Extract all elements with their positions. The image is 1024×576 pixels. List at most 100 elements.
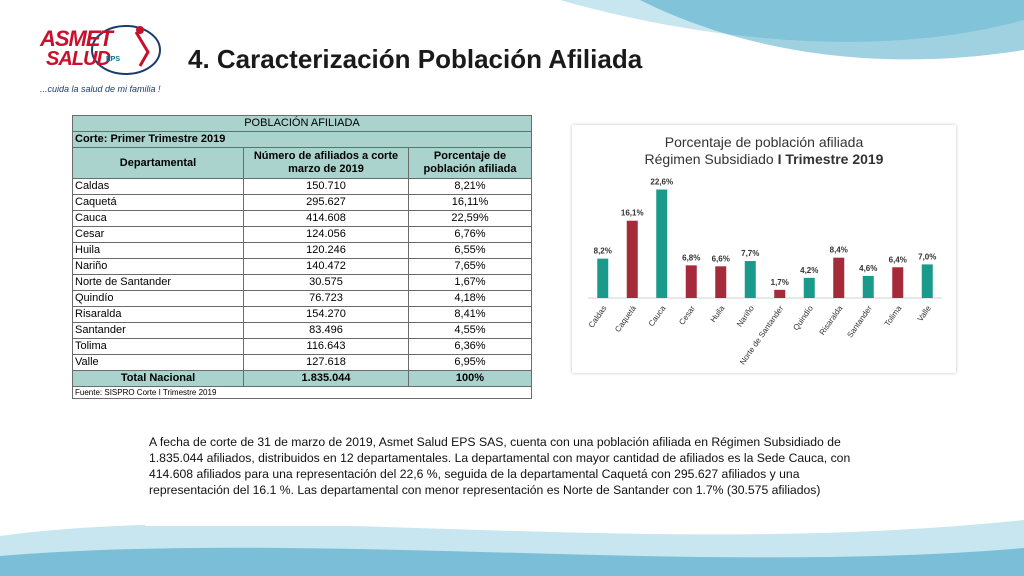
table-subtitle: Corte: Primer Trimestre 2019 — [72, 131, 532, 148]
asmet-salud-logo: ASMET SALUD EPS ...cuida la salud de mi … — [36, 22, 172, 102]
table-row: Huila 120.246 6,55% — [72, 242, 532, 259]
affiliates-cell: 120.246 — [243, 242, 409, 259]
data-label-5: 7,7% — [741, 249, 759, 258]
bar-5 — [744, 261, 756, 298]
affiliates-cell: 414.608 — [243, 210, 409, 227]
table-total-row: Total Nacional 1.835.044 100% — [72, 370, 532, 387]
table-body: Caldas 150.710 8,21% Caquetá 295.627 16,11% Ca… — [72, 178, 532, 371]
table-row: Nariño 140.472 7,65% — [72, 258, 532, 275]
logo-tagline: ...cuida la salud de mi familia ! — [40, 84, 161, 94]
table-row: Santander 83.496 4,55% — [72, 322, 532, 339]
table-row: Quindío 76.723 4,18% — [72, 290, 532, 307]
logo-line1: ASMET — [40, 26, 113, 51]
table-row: Norte de Santander 30.575 1,67% — [72, 274, 532, 291]
chart-title-prefix: Régimen Subsidiado — [644, 151, 778, 167]
bar-1 — [626, 220, 638, 298]
department-cell: Nariño — [72, 258, 244, 275]
table-row: Cauca 414.608 22,59% — [72, 210, 532, 227]
affiliated-population-table: POBLACIÓN AFILIADA Corte: Primer Trimest… — [72, 115, 532, 399]
chart-title-line1: Porcentaje de población afiliada — [664, 134, 864, 150]
category-label-5: Nariño — [735, 304, 756, 329]
summary-text: A fecha de corte de 31 de marzo de 2019,… — [149, 435, 851, 497]
table-title: POBLACIÓN AFILIADA — [72, 115, 532, 132]
data-label-4: 6,6% — [712, 254, 730, 263]
percent-cell: 16,11% — [408, 194, 532, 211]
data-label-0: 8,2% — [594, 247, 612, 256]
affiliates-cell: 30.575 — [243, 274, 409, 291]
data-label-2: 22,6% — [650, 178, 673, 187]
affiliates-cell: 116.643 — [243, 338, 409, 355]
bar-8 — [833, 257, 845, 298]
percent-cell: 6,76% — [408, 226, 532, 243]
percent-cell: 6,95% — [408, 354, 532, 371]
percent-cell: 8,41% — [408, 306, 532, 323]
percent-cell: 6,55% — [408, 242, 532, 259]
bar-9 — [862, 275, 874, 298]
category-label-3: Cesar — [677, 304, 697, 327]
department-cell: Quindío — [72, 290, 244, 307]
affiliates-cell: 154.270 — [243, 306, 409, 323]
data-label-6: 1,7% — [771, 278, 789, 287]
header-porcentaje: Porcentaje de población afiliada — [408, 147, 532, 179]
header-departamental: Departamental — [72, 147, 244, 179]
affiliates-cell: 127.618 — [243, 354, 409, 371]
category-label-7: Quindío — [791, 304, 815, 333]
chart-title-bold: I Trimestre 2019 — [777, 151, 884, 167]
affiliates-cell: 140.472 — [243, 258, 409, 275]
affiliates-cell: 83.496 — [243, 322, 409, 339]
data-label-10: 6,4% — [889, 255, 907, 264]
percent-cell: 1,67% — [408, 274, 532, 291]
affiliates-cell: 295.627 — [243, 194, 409, 211]
bar-2 — [656, 189, 668, 298]
affiliates-cell: 76.723 — [243, 290, 409, 307]
category-label-11: Valle — [916, 304, 934, 324]
percent-cell: 7,65% — [408, 258, 532, 275]
bar-11 — [921, 264, 933, 298]
category-label-4: Huila — [709, 304, 727, 325]
table-row: Tolima 116.643 6,36% — [72, 338, 532, 355]
category-label-1: Caquetá — [613, 304, 638, 334]
affiliates-cell: 124.056 — [243, 226, 409, 243]
category-label-8: Risaralda — [818, 304, 845, 337]
category-label-2: Cauca — [647, 304, 668, 329]
department-cell: Huila — [72, 242, 244, 259]
percent-cell: 4,55% — [408, 322, 532, 339]
percent-cell: 4,18% — [408, 290, 532, 307]
table-source-row: Fuente: SISPRO Corte I Trimestre 2019 — [72, 386, 532, 399]
department-cell: Cauca — [72, 210, 244, 227]
summary-box: A fecha de corte de 31 de marzo de 2019,… — [145, 420, 857, 526]
department-cell: Risaralda — [72, 306, 244, 323]
bar-7 — [803, 277, 815, 298]
logo-line2: SALUD — [46, 48, 111, 70]
bar-10 — [892, 267, 904, 298]
affiliates-cell: 150.710 — [243, 178, 409, 195]
percent-cell: 6,36% — [408, 338, 532, 355]
table-row: Caldas 150.710 8,21% — [72, 178, 532, 195]
department-cell: Tolima — [72, 338, 244, 355]
department-cell: Santander — [72, 322, 244, 339]
department-cell: Cesar — [72, 226, 244, 243]
logo-eps: EPS — [106, 56, 121, 63]
table-source: Fuente: SISPRO Corte I Trimestre 2019 — [72, 386, 532, 399]
total-percent: 100% — [408, 370, 532, 387]
data-label-7: 4,2% — [800, 266, 818, 275]
table-row: Cesar 124.056 6,76% — [72, 226, 532, 243]
page-title: 4. Caracterización Población Afiliada — [188, 44, 643, 74]
bar-6 — [774, 289, 786, 298]
category-label-9: Santander — [845, 304, 874, 340]
department-cell: Caquetá — [72, 194, 244, 211]
bar-0 — [597, 258, 609, 298]
chart-title-line2: Régimen Subsidiado I Trimestre 2019 — [572, 151, 956, 167]
table-row: Valle 127.618 6,95% — [72, 354, 532, 371]
data-label-9: 4,6% — [859, 264, 877, 273]
affiliated-population-chart: Porcentaje de población afiliada Régimen… — [572, 125, 956, 373]
bar-3 — [685, 265, 697, 298]
data-label-1: 16,1% — [621, 209, 644, 218]
data-label-3: 6,8% — [682, 253, 700, 262]
chart-plot: 8,2% Caldas 16,1% Caquetá 22,6% Cauca 6,8% Cesa… — [587, 178, 942, 366]
percent-cell: 8,21% — [408, 178, 532, 195]
total-label: Total Nacional — [72, 370, 244, 387]
data-label-8: 8,4% — [830, 246, 848, 255]
data-label-11: 7,0% — [918, 252, 936, 261]
